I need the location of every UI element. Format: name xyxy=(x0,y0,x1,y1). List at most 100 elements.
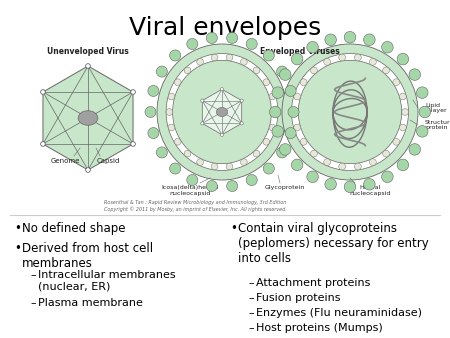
Circle shape xyxy=(397,53,409,65)
Text: Derived from host cell
membranes: Derived from host cell membranes xyxy=(22,242,153,270)
Ellipse shape xyxy=(310,150,317,157)
Polygon shape xyxy=(202,89,242,135)
Circle shape xyxy=(291,53,303,65)
Ellipse shape xyxy=(240,159,247,165)
Ellipse shape xyxy=(263,139,270,145)
Ellipse shape xyxy=(226,163,233,170)
Circle shape xyxy=(227,180,238,192)
Text: No defined shape: No defined shape xyxy=(22,222,126,235)
Text: Glycoprotein: Glycoprotein xyxy=(265,185,305,190)
Circle shape xyxy=(156,66,167,77)
Circle shape xyxy=(416,126,428,137)
Circle shape xyxy=(40,90,45,94)
Ellipse shape xyxy=(168,93,175,100)
Circle shape xyxy=(279,69,291,80)
Circle shape xyxy=(86,168,90,172)
Text: Structural
protein: Structural protein xyxy=(425,120,450,130)
Ellipse shape xyxy=(263,79,270,86)
Circle shape xyxy=(291,159,303,171)
Text: •: • xyxy=(14,222,21,235)
Circle shape xyxy=(288,106,299,118)
Ellipse shape xyxy=(369,58,376,65)
Ellipse shape xyxy=(382,150,389,157)
Circle shape xyxy=(364,178,375,190)
Circle shape xyxy=(201,99,204,102)
Circle shape xyxy=(206,32,217,44)
Circle shape xyxy=(382,171,393,183)
Circle shape xyxy=(220,133,224,136)
Text: •: • xyxy=(230,222,237,235)
Circle shape xyxy=(279,144,291,155)
Ellipse shape xyxy=(271,108,278,115)
Circle shape xyxy=(409,69,421,80)
Text: Lipid
bilayer: Lipid bilayer xyxy=(425,103,446,114)
Ellipse shape xyxy=(393,138,400,145)
Ellipse shape xyxy=(393,79,400,86)
Ellipse shape xyxy=(166,108,173,115)
Ellipse shape xyxy=(292,53,409,170)
Ellipse shape xyxy=(173,60,271,164)
Ellipse shape xyxy=(294,124,301,131)
Circle shape xyxy=(206,180,217,192)
Text: Helical
nucleocapsid: Helical nucleocapsid xyxy=(349,185,391,196)
Circle shape xyxy=(246,39,257,49)
Circle shape xyxy=(227,32,238,44)
Ellipse shape xyxy=(324,58,330,65)
Circle shape xyxy=(145,106,156,118)
Circle shape xyxy=(409,144,421,155)
Text: –: – xyxy=(248,323,254,333)
Ellipse shape xyxy=(300,79,307,86)
Circle shape xyxy=(170,50,181,61)
Circle shape xyxy=(86,64,90,68)
Ellipse shape xyxy=(184,150,191,157)
Text: Host proteins (Mumps): Host proteins (Mumps) xyxy=(256,323,383,333)
Text: Intracellular membranes
(nuclear, ER): Intracellular membranes (nuclear, ER) xyxy=(38,270,176,292)
Text: Plasma membrane: Plasma membrane xyxy=(38,298,143,308)
Circle shape xyxy=(272,87,284,98)
Ellipse shape xyxy=(400,124,406,131)
Ellipse shape xyxy=(175,79,181,86)
Ellipse shape xyxy=(298,60,402,164)
Circle shape xyxy=(344,31,356,43)
Ellipse shape xyxy=(382,67,389,74)
Circle shape xyxy=(240,122,243,125)
Circle shape xyxy=(325,178,337,190)
Circle shape xyxy=(325,34,337,46)
Circle shape xyxy=(307,42,319,53)
Circle shape xyxy=(263,163,274,174)
Ellipse shape xyxy=(78,111,98,125)
Ellipse shape xyxy=(175,139,181,145)
Circle shape xyxy=(170,163,181,174)
Circle shape xyxy=(397,159,409,171)
Text: –: – xyxy=(30,298,36,308)
Ellipse shape xyxy=(253,150,260,157)
Ellipse shape xyxy=(253,67,260,74)
Circle shape xyxy=(148,86,159,96)
Text: Genome: Genome xyxy=(50,158,80,164)
Ellipse shape xyxy=(339,163,346,170)
Text: Unenveloped Virus: Unenveloped Virus xyxy=(47,48,129,56)
Text: Rosenthal & Tan : Rapid Review Microbiology and Immunology, 3rd Edition
Copyrigh: Rosenthal & Tan : Rapid Review Microbiol… xyxy=(104,200,286,212)
Circle shape xyxy=(187,174,198,186)
Circle shape xyxy=(272,126,284,137)
Circle shape xyxy=(416,87,428,98)
Ellipse shape xyxy=(216,107,228,117)
Text: Icosa(delta)hedral
nucleocapsid: Icosa(delta)hedral nucleocapsid xyxy=(162,185,219,196)
Circle shape xyxy=(246,174,257,186)
Ellipse shape xyxy=(355,163,361,170)
Circle shape xyxy=(220,88,224,91)
Text: Viral envelopes: Viral envelopes xyxy=(129,16,321,40)
Ellipse shape xyxy=(197,58,203,65)
Text: Capsid: Capsid xyxy=(96,158,120,164)
Text: Enzymes (Flu neuraminidase): Enzymes (Flu neuraminidase) xyxy=(256,308,422,318)
Circle shape xyxy=(277,147,288,158)
Circle shape xyxy=(148,127,159,139)
Circle shape xyxy=(270,106,281,118)
Ellipse shape xyxy=(324,159,330,166)
Ellipse shape xyxy=(294,93,301,100)
Text: –: – xyxy=(30,270,36,280)
Ellipse shape xyxy=(355,54,361,61)
Text: •: • xyxy=(14,242,21,255)
Circle shape xyxy=(130,90,135,94)
Circle shape xyxy=(382,42,393,53)
